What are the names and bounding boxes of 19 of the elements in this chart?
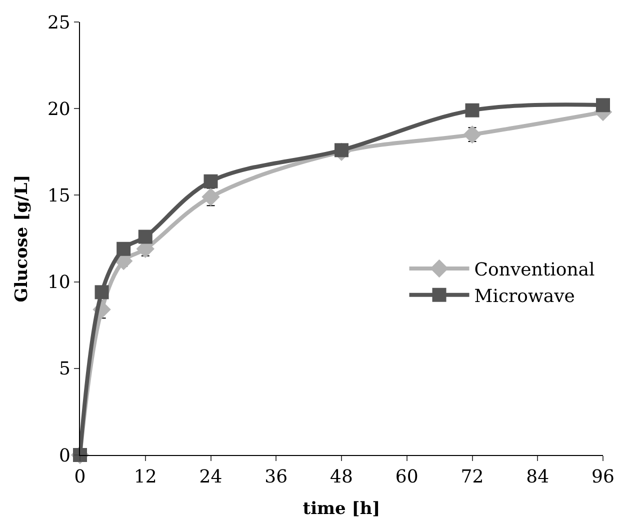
y-tick-label: 15: [47, 186, 70, 206]
y-tick-label: 10: [47, 272, 70, 294]
x-tick-label: 36: [264, 466, 288, 488]
x-tick-label: 84: [526, 466, 550, 488]
x-tick-label: 12: [134, 466, 157, 488]
x-tick-label: 60: [395, 466, 418, 488]
y-tick-label: 25: [47, 12, 70, 34]
x-tick-label: 24: [199, 466, 222, 488]
y-tick-label: 20: [47, 98, 70, 120]
x-axis-title: time [h]: [302, 499, 380, 519]
y-tick-label: 5: [58, 358, 70, 380]
x-tick-label: 96: [592, 466, 614, 488]
x-tick-label: 72: [460, 466, 484, 488]
y-axis-title: Glucose [g/L]: [12, 174, 32, 302]
x-tick-label: 0: [74, 466, 86, 488]
x-tick-label: 48: [330, 466, 353, 488]
legend-label: Conventional: [474, 260, 596, 281]
y-tick-label: 0: [58, 445, 70, 466]
legend-label: Microwave: [474, 286, 575, 307]
